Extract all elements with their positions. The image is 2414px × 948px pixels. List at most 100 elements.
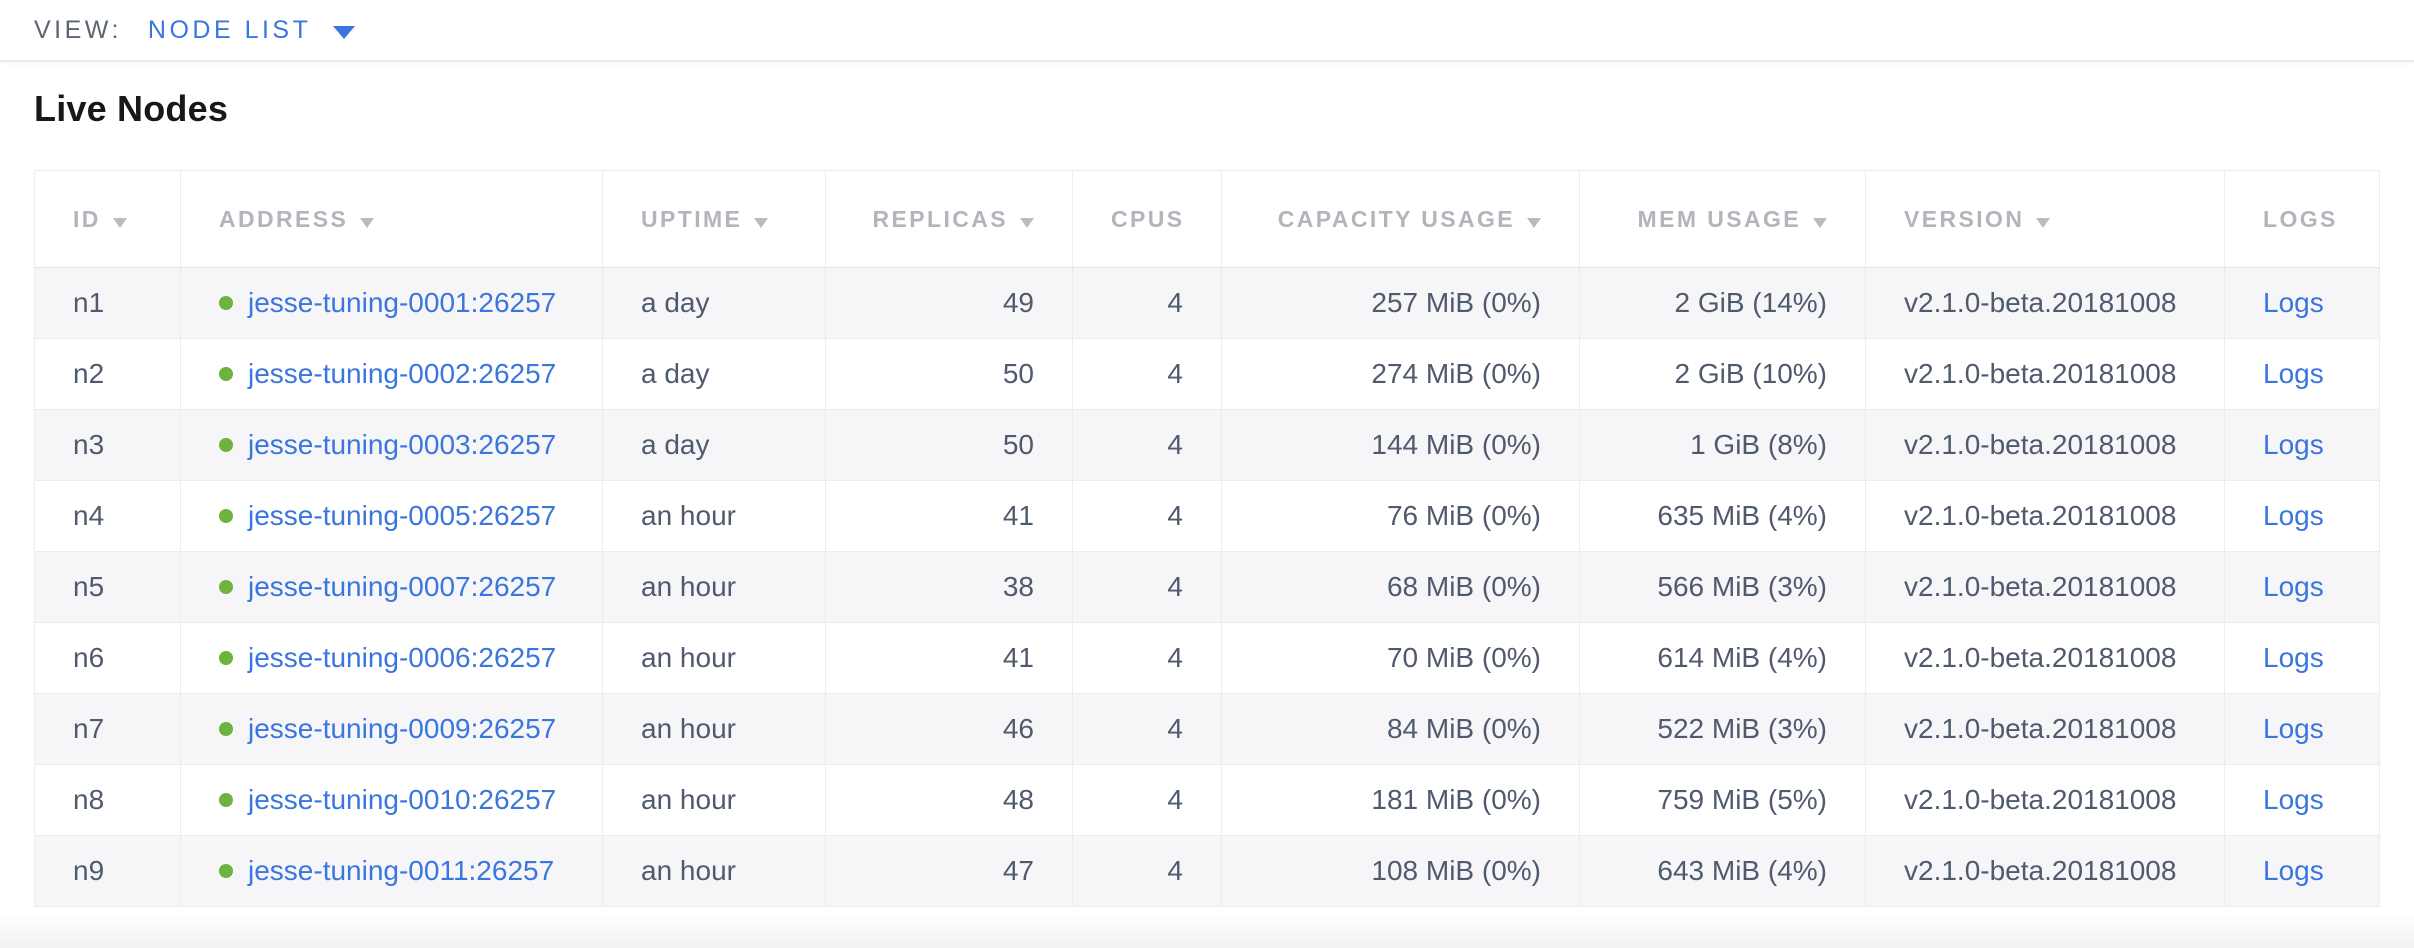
cell-version: v2.1.0-beta.20181008 xyxy=(1865,693,2225,765)
node-row-n4: n4 jesse-tuning-0005:26257 an hour 41 4 76 Mi… xyxy=(34,480,2380,552)
cell-address: jesse-tuning-0007:26257 xyxy=(180,551,603,623)
node-live-status-icon xyxy=(219,864,233,878)
cell-uptime: an hour xyxy=(602,835,826,907)
cell-capacity: 181 MiB (0%) xyxy=(1221,764,1580,836)
cell-replicas: 50 xyxy=(825,338,1073,410)
cell-capacity: 108 MiB (0%) xyxy=(1221,835,1580,907)
node-live-status-icon xyxy=(219,296,233,310)
cell-capacity: 274 MiB (0%) xyxy=(1221,338,1580,410)
cell-capacity: 257 MiB (0%) xyxy=(1221,267,1580,339)
column-header-replicas[interactable]: REPLICAS xyxy=(825,170,1073,268)
cell-uptime: an hour xyxy=(602,551,826,623)
column-header-uptime[interactable]: UPTIME xyxy=(602,170,826,268)
cell-cpus: 4 xyxy=(1072,480,1222,552)
cell-address: jesse-tuning-0005:26257 xyxy=(180,480,603,552)
node-row-n6: n6 jesse-tuning-0006:26257 an hour 41 4 70 Mi… xyxy=(34,622,2380,694)
header-row: ID ADDRESS UPTIME REPLICAS CPUS CAPACITY USAG… xyxy=(34,170,2380,268)
node-address-link[interactable]: jesse-tuning-0002:26257 xyxy=(248,358,557,389)
cell-cpus: 4 xyxy=(1072,338,1222,410)
node-live-status-icon xyxy=(219,580,233,594)
node-live-status-icon xyxy=(219,509,233,523)
cell-address: jesse-tuning-0011:26257 xyxy=(180,835,603,907)
cell-uptime: a day xyxy=(602,338,826,410)
cell-cpus: 4 xyxy=(1072,551,1222,623)
column-header-capacity[interactable]: CAPACITY USAGE xyxy=(1221,170,1580,268)
node-live-status-icon xyxy=(219,367,233,381)
cell-mem: 1 GiB (8%) xyxy=(1579,409,1866,481)
cell-replicas: 49 xyxy=(825,267,1073,339)
cell-capacity: 76 MiB (0%) xyxy=(1221,480,1580,552)
column-header-label: LOGS xyxy=(2263,205,2338,232)
node-logs-link[interactable]: Logs xyxy=(2263,571,2324,602)
cell-logs: Logs xyxy=(2224,480,2380,552)
sort-desc-icon xyxy=(112,217,127,228)
cell-uptime: a day xyxy=(602,409,826,481)
column-header-id[interactable]: ID xyxy=(34,170,181,268)
node-live-status-icon xyxy=(219,793,233,807)
cell-mem: 522 MiB (3%) xyxy=(1579,693,1866,765)
node-address-link[interactable]: jesse-tuning-0001:26257 xyxy=(248,287,557,318)
node-logs-link[interactable]: Logs xyxy=(2263,642,2324,673)
node-address-link[interactable]: jesse-tuning-0011:26257 xyxy=(248,855,555,886)
node-row-n3: n3 jesse-tuning-0003:26257 a day 50 4 144 MiB… xyxy=(34,409,2380,481)
node-logs-link[interactable]: Logs xyxy=(2263,429,2324,460)
cell-mem: 566 MiB (3%) xyxy=(1579,551,1866,623)
cell-mem: 643 MiB (4%) xyxy=(1579,835,1866,907)
node-address-link[interactable]: jesse-tuning-0006:26257 xyxy=(248,642,557,673)
cell-logs: Logs xyxy=(2224,267,2380,339)
node-row-n9: n9 jesse-tuning-0011:26257 an hour 47 4 108 M… xyxy=(34,835,2380,907)
cell-uptime: a day xyxy=(602,267,826,339)
cell-replicas: 46 xyxy=(825,693,1073,765)
column-header-label: CAPACITY USAGE xyxy=(1277,205,1515,232)
column-header-logs: LOGS xyxy=(2224,170,2380,268)
node-live-status-icon xyxy=(219,438,233,452)
cell-logs: Logs xyxy=(2224,409,2380,481)
column-header-address[interactable]: ADDRESS xyxy=(180,170,603,268)
node-logs-link[interactable]: Logs xyxy=(2263,287,2324,318)
cell-replicas: 41 xyxy=(825,480,1073,552)
cell-version: v2.1.0-beta.20181008 xyxy=(1865,480,2225,552)
cell-address: jesse-tuning-0010:26257 xyxy=(180,764,603,836)
view-bar: VIEW: NODE LIST xyxy=(0,0,2414,62)
node-address-link[interactable]: jesse-tuning-0005:26257 xyxy=(248,500,557,531)
cell-cpus: 4 xyxy=(1072,267,1222,339)
cell-address: jesse-tuning-0001:26257 xyxy=(180,267,603,339)
cell-uptime: an hour xyxy=(602,622,826,694)
cell-mem: 635 MiB (4%) xyxy=(1579,480,1866,552)
cell-version: v2.1.0-beta.20181008 xyxy=(1865,338,2225,410)
cell-replicas: 47 xyxy=(825,835,1073,907)
column-header-mem[interactable]: MEM USAGE xyxy=(1579,170,1866,268)
main-content: Live Nodes ID ADDRESS UPTIME REPLICAS CPUS CA… xyxy=(0,86,2414,907)
node-logs-link[interactable]: Logs xyxy=(2263,713,2324,744)
cell-cpus: 4 xyxy=(1072,764,1222,836)
cell-replicas: 41 xyxy=(825,622,1073,694)
node-address-link[interactable]: jesse-tuning-0007:26257 xyxy=(248,571,557,602)
cell-id: n9 xyxy=(34,835,181,907)
view-selector-dropdown[interactable]: NODE LIST xyxy=(147,15,356,45)
cell-address: jesse-tuning-0009:26257 xyxy=(180,693,603,765)
node-logs-link[interactable]: Logs xyxy=(2263,358,2324,389)
cell-id: n3 xyxy=(34,409,181,481)
node-logs-link[interactable]: Logs xyxy=(2263,500,2324,531)
cell-logs: Logs xyxy=(2224,551,2380,623)
cell-cpus: 4 xyxy=(1072,693,1222,765)
view-selected-value: NODE LIST xyxy=(147,15,312,44)
cell-capacity: 144 MiB (0%) xyxy=(1221,409,1580,481)
node-row-n8: n8 jesse-tuning-0010:26257 an hour 48 4 181 M… xyxy=(34,764,2380,836)
node-address-link[interactable]: jesse-tuning-0009:26257 xyxy=(248,713,557,744)
chevron-down-icon xyxy=(333,25,356,39)
table-body: n1 jesse-tuning-0001:26257 a day 49 4 257 MiB… xyxy=(34,267,2380,907)
node-row-n1: n1 jesse-tuning-0001:26257 a day 49 4 257 MiB… xyxy=(34,267,2380,339)
column-header-version[interactable]: VERSION xyxy=(1865,170,2225,268)
node-address-link[interactable]: jesse-tuning-0010:26257 xyxy=(248,784,557,815)
node-logs-link[interactable]: Logs xyxy=(2263,784,2324,815)
node-address-link[interactable]: jesse-tuning-0003:26257 xyxy=(248,429,557,460)
node-row-n5: n5 jesse-tuning-0007:26257 an hour 38 4 68 Mi… xyxy=(34,551,2380,623)
cell-logs: Logs xyxy=(2224,693,2380,765)
cell-logs: Logs xyxy=(2224,338,2380,410)
cell-uptime: an hour xyxy=(602,693,826,765)
node-logs-link[interactable]: Logs xyxy=(2263,855,2324,886)
live-nodes-table: ID ADDRESS UPTIME REPLICAS CPUS CAPACITY USAG… xyxy=(34,170,2380,907)
page-title: Live Nodes xyxy=(34,88,229,129)
cell-logs: Logs xyxy=(2224,764,2380,836)
